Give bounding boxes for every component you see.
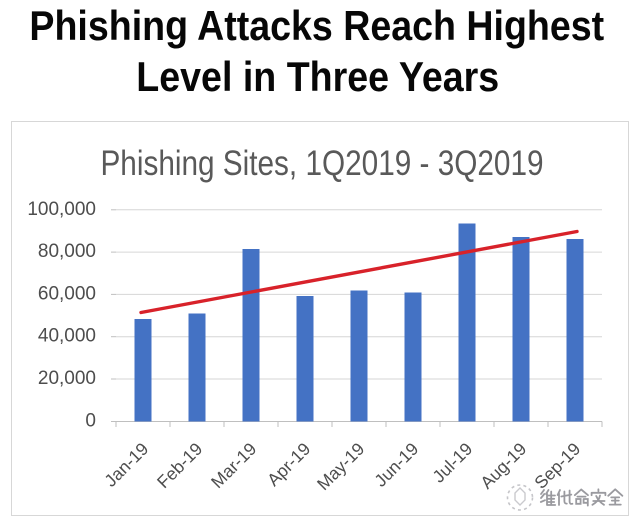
svg-text:Sep-19: Sep-19 — [530, 439, 584, 493]
svg-text:Phishing Sites, 1Q2019 - 3Q201: Phishing Sites, 1Q2019 - 3Q2019 — [100, 144, 543, 183]
svg-text:Apr-19: Apr-19 — [263, 439, 314, 490]
svg-text:100,000: 100,000 — [27, 199, 96, 220]
svg-text:Aug-19: Aug-19 — [476, 439, 530, 493]
svg-text:0: 0 — [85, 411, 96, 432]
svg-text:40,000: 40,000 — [38, 326, 96, 347]
svg-text:Mar-19: Mar-19 — [207, 439, 260, 492]
svg-text:Feb-19: Feb-19 — [153, 439, 206, 492]
svg-text:Jan-19: Jan-19 — [100, 439, 152, 491]
svg-text:Jul-19: Jul-19 — [428, 439, 476, 487]
svg-text:60,000: 60,000 — [38, 283, 96, 304]
svg-text:20,000: 20,000 — [38, 368, 96, 389]
svg-text:80,000: 80,000 — [38, 241, 96, 262]
svg-text:Jun-19: Jun-19 — [370, 439, 422, 491]
svg-text:May-19: May-19 — [313, 439, 368, 494]
